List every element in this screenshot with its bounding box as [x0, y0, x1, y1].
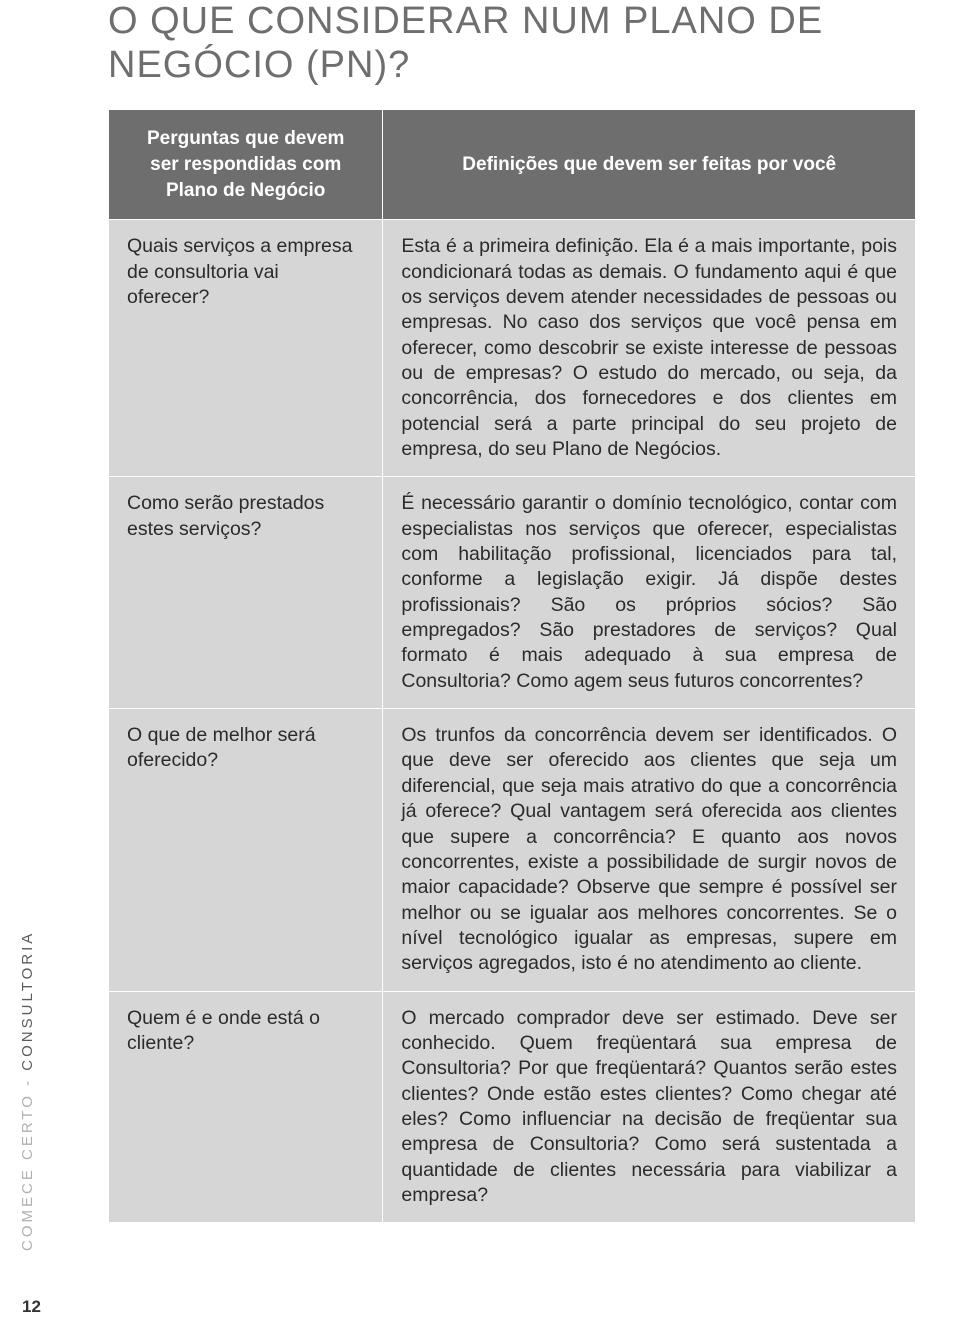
answer-cell: É necessário garantir o domínio tecnológ…	[383, 477, 916, 709]
answer-cell: Os trunfos da concorrência devem ser ide…	[383, 709, 916, 991]
page-title: O QUE CONSIDERAR NUM PLANO DE NEGÓCIO (P…	[108, 0, 916, 109]
page: COMECE CERTO - CONSULTORIA 12 O QUE CONS…	[0, 0, 960, 1337]
table-header-row: Perguntas que devem ser respondidas com …	[109, 110, 916, 220]
question-cell: Quem é e onde está o cliente?	[109, 991, 383, 1223]
table-row: O que de melhor será oferecido? Os trunf…	[109, 709, 916, 991]
content-area: O QUE CONSIDERAR NUM PLANO DE NEGÓCIO (P…	[108, 0, 916, 1223]
sidelabel-bold: CONSULTORIA	[19, 931, 36, 1071]
sidelabel: COMECE CERTO - CONSULTORIA	[19, 931, 36, 1251]
sidelabel-light: COMECE CERTO -	[19, 1071, 36, 1251]
question-cell: Quais serviços a empresa de consultoria …	[109, 220, 383, 477]
table-row: Quem é e onde está o cliente? O mercado …	[109, 991, 916, 1223]
table-header-questions: Perguntas que devem ser respondidas com …	[109, 110, 383, 220]
answer-cell: Esta é a primeira definição. Ela é a mai…	[383, 220, 916, 477]
answer-cell: O mercado comprador deve ser estimado. D…	[383, 991, 916, 1223]
question-cell: Como serão prestados estes serviços?	[109, 477, 383, 709]
table-header-definitions: Definições que devem ser feitas por você	[383, 110, 916, 220]
page-number: 12	[22, 1297, 41, 1317]
question-cell: O que de melhor será oferecido?	[109, 709, 383, 991]
table-row: Como serão prestados estes serviços? É n…	[109, 477, 916, 709]
plan-table: Perguntas que devem ser respondidas com …	[108, 109, 916, 1223]
table-row: Quais serviços a empresa de consultoria …	[109, 220, 916, 477]
